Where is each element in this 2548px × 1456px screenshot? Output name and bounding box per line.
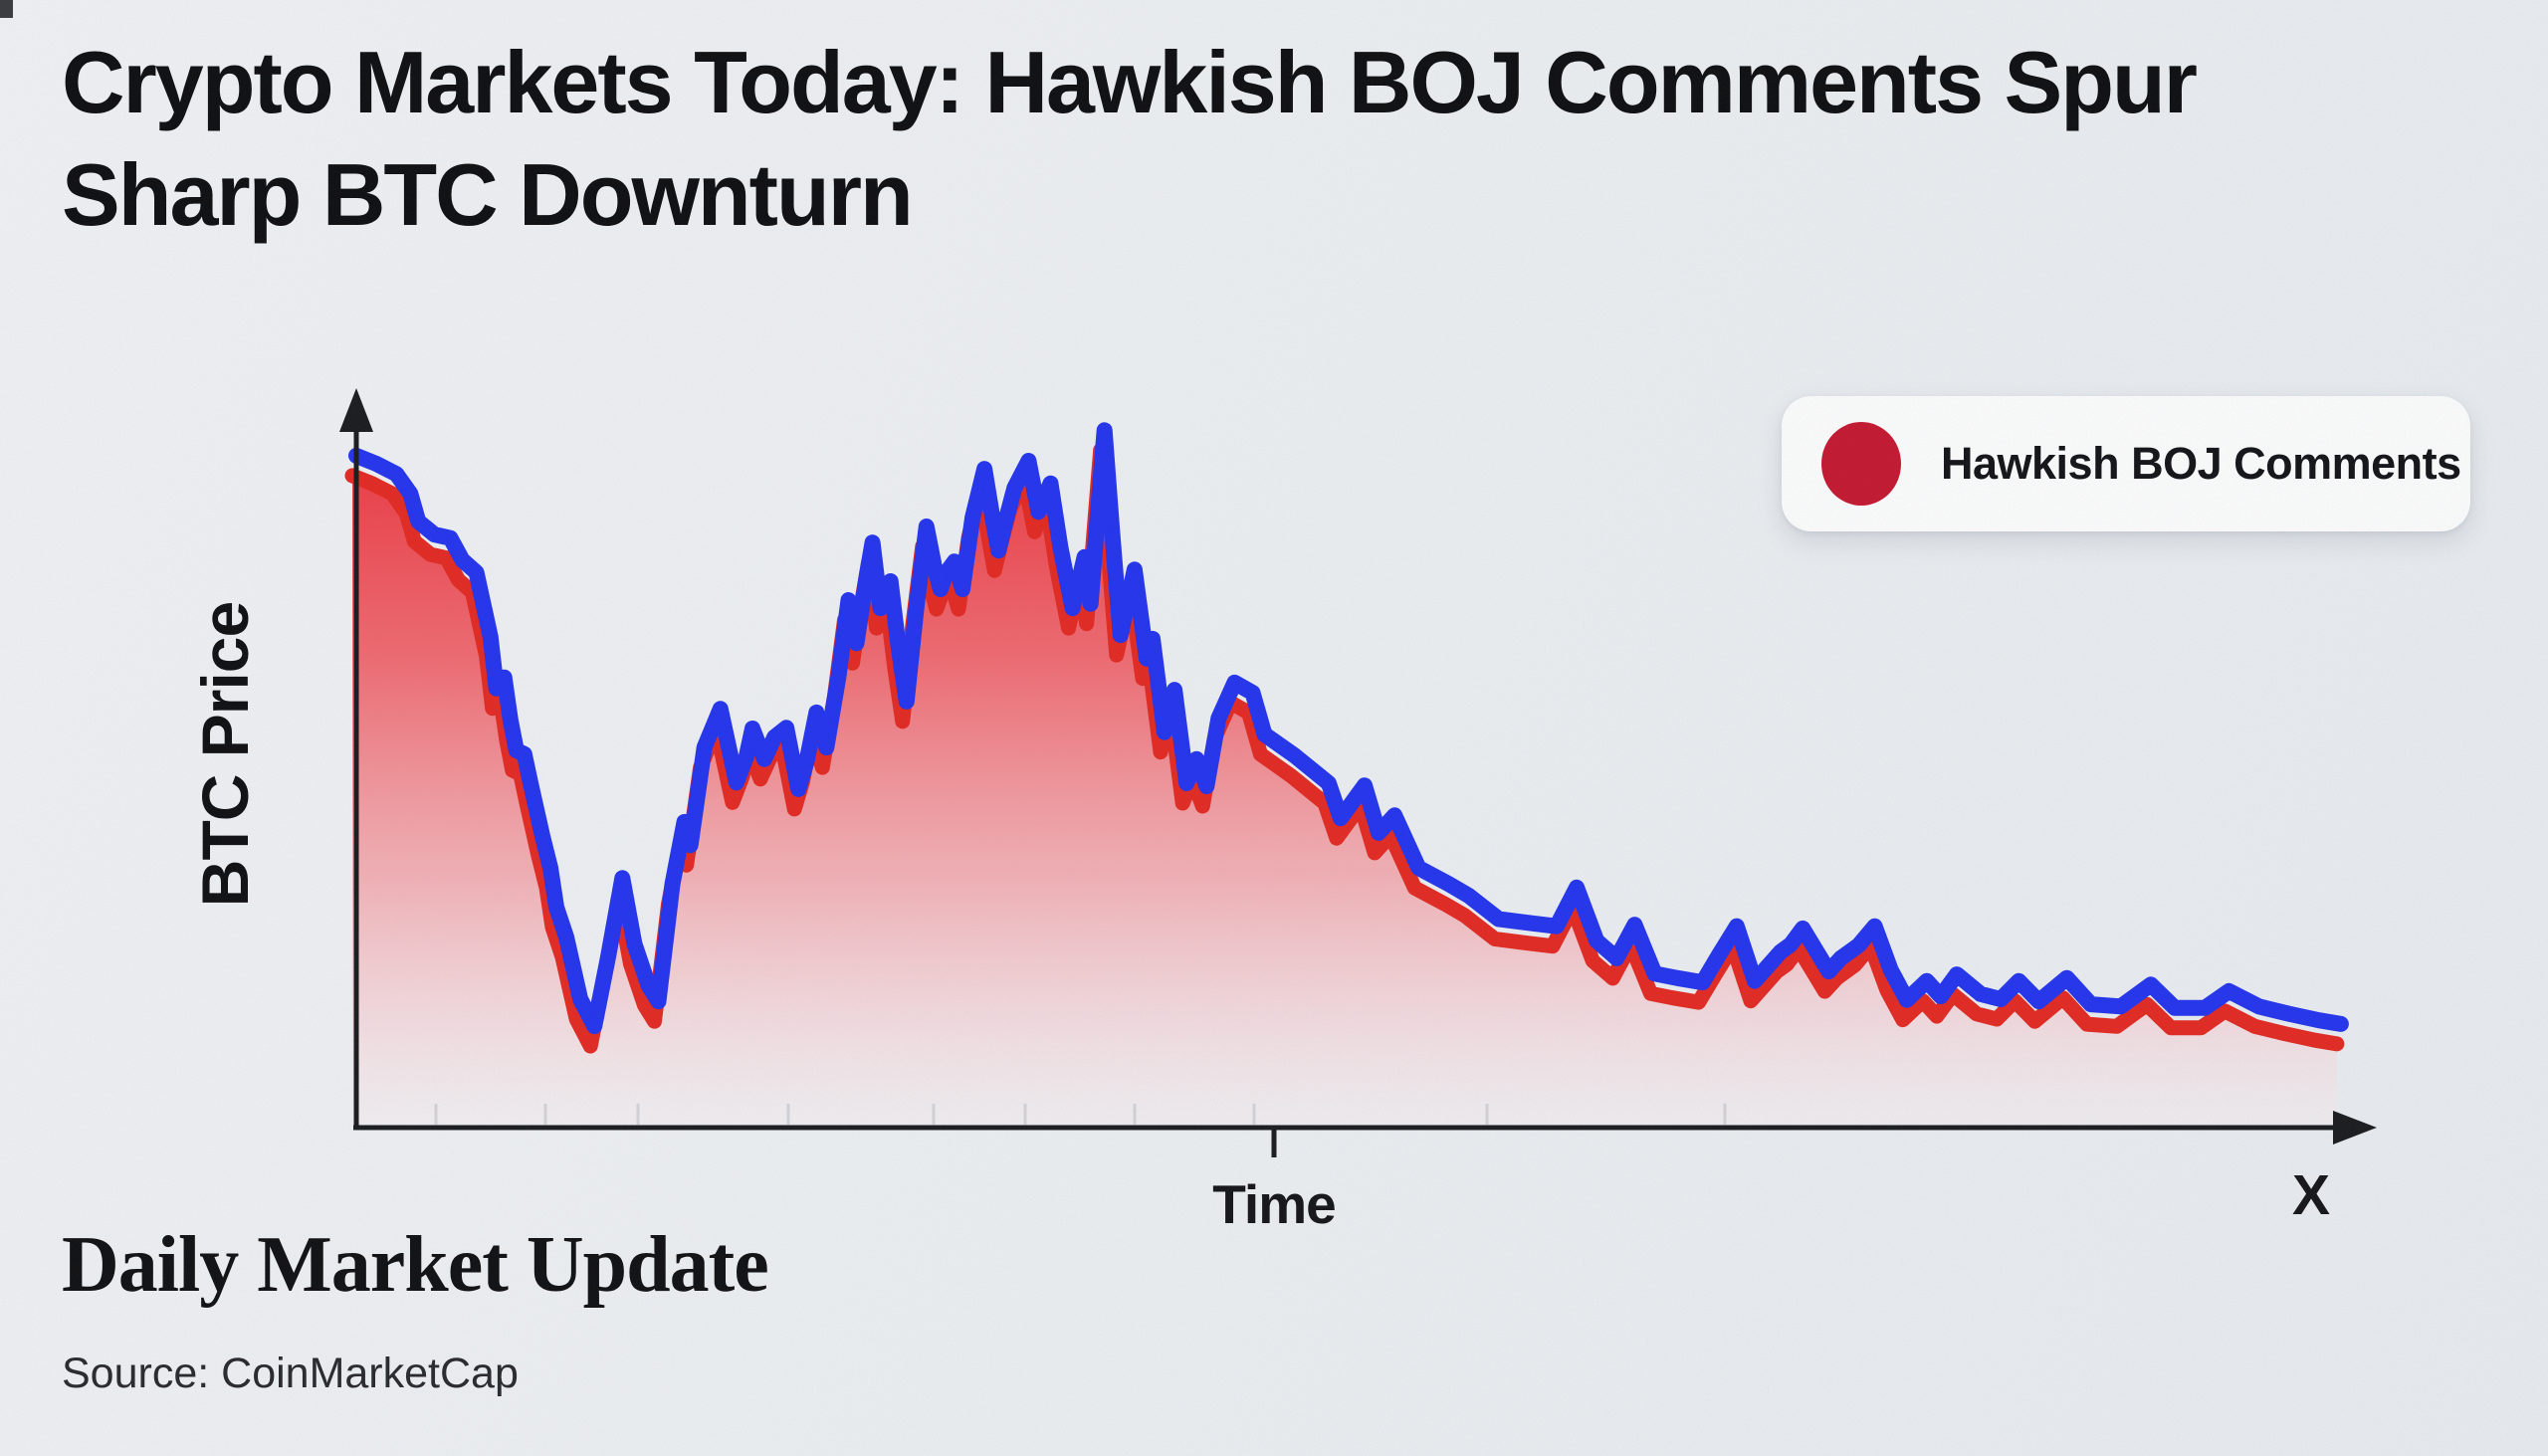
legend-label: Hawkish BOJ Comments xyxy=(1941,438,2461,489)
footer-source: Source: CoinMarketCap xyxy=(62,1350,519,1397)
page-title-line-2: Sharp BTC Downturn xyxy=(62,145,914,244)
price-area-fill xyxy=(352,450,2337,1130)
page-title: Crypto Markets Today: Hawkish BOJ Commen… xyxy=(62,26,2500,251)
y-axis-arrowhead-icon xyxy=(339,388,373,432)
legend-marker-dot-icon xyxy=(1821,422,1901,506)
y-axis-label: BTC Price xyxy=(188,601,262,908)
x-axis-arrowhead-icon xyxy=(2333,1111,2377,1144)
x-axis-end-label: X xyxy=(2291,1163,2331,1227)
chart-legend: Hawkish BOJ Comments xyxy=(1782,396,2470,531)
page-title-line-1: Crypto Markets Today: Hawkish BOJ Commen… xyxy=(62,33,2198,131)
x-axis-label: Time xyxy=(1212,1173,1336,1235)
scan-corner-artifact xyxy=(0,0,13,18)
footer-headline: Daily Market Update xyxy=(62,1221,769,1309)
